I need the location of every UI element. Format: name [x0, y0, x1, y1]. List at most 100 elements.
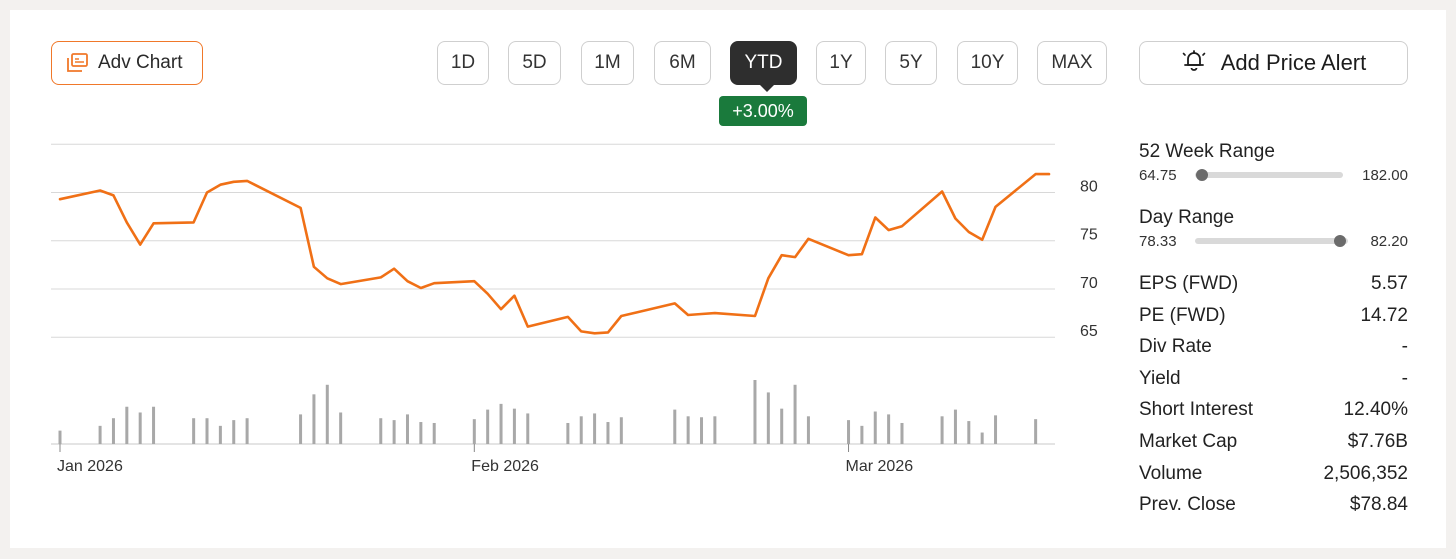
add-price-alert-button[interactable]: Add Price Alert: [1139, 41, 1408, 85]
day-range-marker: [1334, 235, 1347, 247]
stat-row-eps: EPS (FWD) 5.57: [1139, 272, 1408, 296]
volume-bar: [486, 409, 490, 444]
volume-bar: [512, 408, 516, 444]
y-tick-label: 75: [1080, 227, 1098, 244]
chart-window-icon: [66, 53, 88, 73]
y-axis-ticks: 80 75 70 65: [1080, 178, 1098, 340]
volume-bar: [766, 392, 770, 444]
bell-icon: [1181, 47, 1207, 79]
volume-bar: [299, 414, 303, 444]
volume-bar: [419, 422, 423, 444]
y-tick-label: 70: [1080, 275, 1098, 292]
volume-bar: [606, 422, 610, 444]
volume-bar: [900, 422, 904, 444]
y-tick-label: 65: [1080, 323, 1098, 340]
stat-row-short-interest: Short Interest 12.40%: [1139, 398, 1408, 422]
stat-row-pe: PE (FWD) 14.72: [1139, 304, 1408, 328]
stat-row-volume: Volume 2,506,352: [1139, 462, 1408, 486]
volume-bar: [780, 408, 784, 444]
ytd-change-badge: +3.00%: [719, 96, 807, 126]
range-ytd-button[interactable]: YTD: [730, 41, 797, 85]
volume-bar: [152, 406, 156, 444]
volume-bar: [619, 417, 623, 444]
volume-bar: [499, 403, 503, 444]
volume-bar: [312, 394, 316, 444]
volume-bar: [98, 425, 102, 444]
stat-value: $78.84: [1349, 494, 1408, 515]
range-1m-button[interactable]: 1M: [581, 41, 634, 85]
volume-bar: [138, 412, 142, 444]
stat-value: 12.40%: [1343, 399, 1408, 420]
week52-range-track: [1195, 169, 1343, 181]
volume-bar: [953, 409, 957, 444]
day-range-track: [1195, 235, 1348, 247]
volume-bar: [125, 406, 129, 444]
stat-label: Market Cap: [1139, 431, 1238, 452]
volume-bar: [806, 416, 810, 444]
volume-bar: [593, 413, 597, 444]
volume-bar: [526, 413, 530, 444]
day-range-low: 78.33: [1139, 233, 1177, 250]
range-max-button[interactable]: MAX: [1037, 41, 1107, 85]
range-1y-button[interactable]: 1Y: [816, 41, 866, 85]
volume-bar: [392, 420, 396, 444]
range-1d-button[interactable]: 1D: [437, 41, 489, 85]
volume-bar: [566, 422, 570, 444]
active-range-caret: [759, 84, 775, 92]
week52-range: 52 Week Range 64.75 182.00: [1139, 141, 1408, 185]
volume-bar: [994, 415, 998, 444]
volume-bars: [58, 380, 1038, 444]
stat-label: Short Interest: [1139, 399, 1254, 420]
volume-bar: [1034, 419, 1038, 444]
x-axis-ticks: Jan 2026 Feb 2026 Mar 2026: [57, 444, 913, 475]
stat-value: 5.57: [1371, 273, 1408, 294]
volume-bar: [472, 419, 476, 444]
range-6m-button[interactable]: 6M: [654, 41, 711, 85]
x-tick-label: Mar 2026: [846, 458, 914, 475]
volume-bar: [887, 414, 891, 444]
volume-bar: [339, 412, 343, 444]
volume-bar: [325, 384, 329, 444]
volume-bar: [940, 416, 944, 444]
volume-bar: [873, 411, 877, 444]
price-series: [58, 172, 1051, 335]
range-5d-button[interactable]: 5D: [508, 41, 561, 85]
stat-value: -: [1401, 336, 1408, 357]
volume-bar: [232, 420, 236, 444]
volume-bar: [793, 384, 797, 444]
volume-bar: [713, 416, 717, 444]
volume-bar: [58, 430, 62, 444]
week52-range-marker: [1196, 169, 1209, 181]
stat-value: 14.72: [1360, 305, 1408, 326]
range-10y-button[interactable]: 10Y: [957, 41, 1018, 85]
volume-bar: [753, 380, 757, 444]
price-line: [58, 172, 1051, 335]
volume-bar: [860, 425, 864, 444]
volume-bar: [967, 421, 971, 444]
volume-bar: [980, 432, 984, 444]
stat-label: EPS (FWD): [1139, 273, 1239, 294]
y-tick-label: 80: [1080, 178, 1098, 195]
stat-label: PE (FWD): [1139, 305, 1226, 326]
volume-bar: [700, 417, 704, 444]
volume-bar: [579, 416, 583, 444]
chart-gridlines: [51, 143, 1055, 445]
x-tick-label: Jan 2026: [57, 458, 123, 475]
x-tick-label: Feb 2026: [471, 458, 539, 475]
stat-row-market-cap: Market Cap $7.76B: [1139, 430, 1408, 454]
day-range-title: Day Range: [1139, 207, 1235, 228]
range-5y-button[interactable]: 5Y: [885, 41, 937, 85]
volume-bar: [432, 422, 436, 444]
stat-value: 2,506,352: [1323, 463, 1408, 484]
adv-chart-label: Adv Chart: [98, 52, 183, 73]
week52-range-high: 182.00: [1362, 167, 1408, 184]
volume-bar: [218, 425, 222, 444]
volume-bar: [205, 418, 209, 444]
add-price-alert-label: Add Price Alert: [1220, 50, 1367, 75]
volume-bar: [245, 418, 249, 444]
stat-label: Yield: [1139, 368, 1181, 389]
day-range-high: 82.20: [1370, 233, 1408, 250]
volume-bar: [673, 409, 677, 444]
adv-chart-button[interactable]: Adv Chart: [51, 41, 203, 85]
volume-bar: [405, 414, 409, 444]
